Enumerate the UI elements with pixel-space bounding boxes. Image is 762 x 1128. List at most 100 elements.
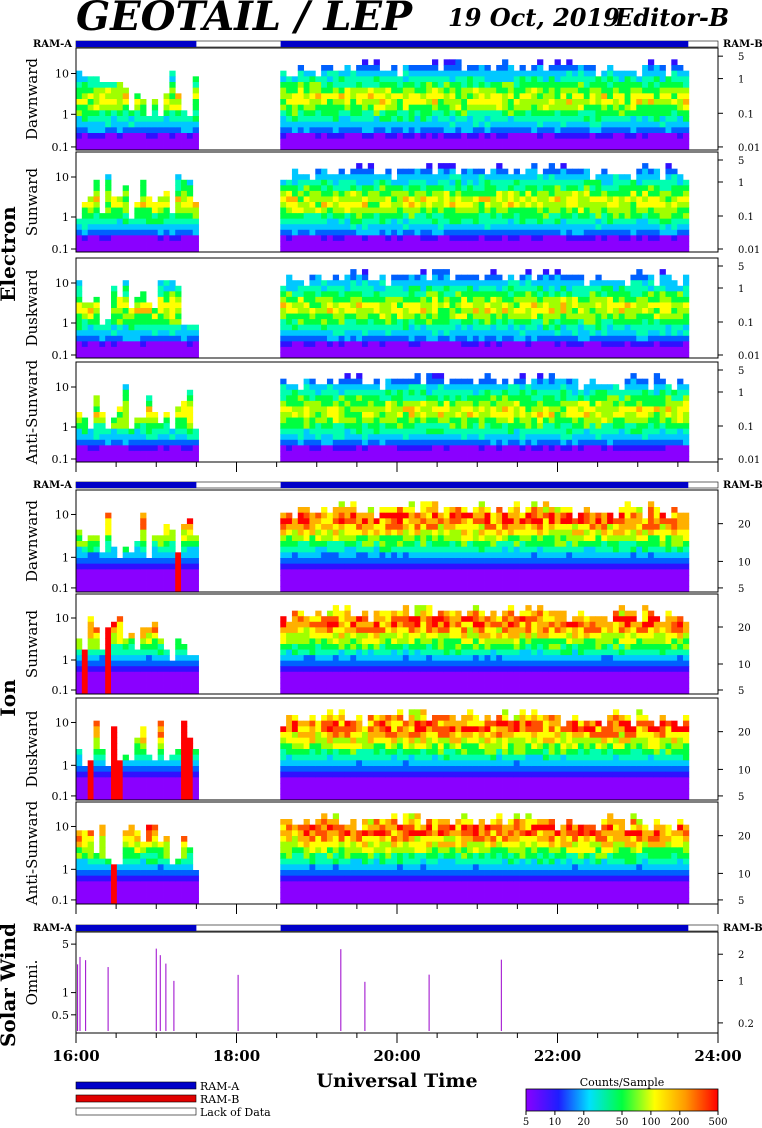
spectrogram-cell: [484, 116, 491, 123]
spectrogram-cell: [478, 428, 485, 435]
spectrogram-cell: [134, 319, 141, 326]
spectrogram-cell: [478, 93, 485, 100]
spectrogram-cell: [291, 213, 299, 220]
spectrogram-cell: [291, 110, 299, 117]
spectrogram-cell: [140, 127, 147, 134]
spectrogram-cell: [496, 76, 503, 83]
spectrogram-cell: [286, 133, 293, 140]
spectrogram-cell: [175, 144, 182, 151]
spectrogram-cell: [344, 324, 351, 331]
spectrogram-cell: [344, 389, 351, 396]
spectrogram-cell: [682, 196, 690, 203]
spectrogram-cell: [542, 384, 550, 391]
spectrogram-cell: [344, 308, 351, 314]
spectrogram-cell: [326, 346, 334, 353]
spectrogram-cell: [105, 246, 112, 253]
spectrogram-cell: [280, 144, 287, 151]
spectrogram-cell: [326, 127, 334, 134]
spectrogram-cell: [449, 423, 456, 430]
spectrogram-cell: [595, 196, 602, 203]
spectrogram-cell: [432, 319, 439, 326]
spectrogram-cell: [122, 291, 129, 298]
spectrogram-cell: [560, 163, 567, 170]
spectrogram-cell: [157, 144, 164, 151]
spectrogram-cell: [537, 308, 544, 314]
spectrogram-cell: [647, 302, 655, 309]
spectrogram-cell: [496, 335, 503, 342]
spectrogram-cell: [286, 240, 293, 247]
spectrogram-cell: [280, 179, 287, 186]
spectrogram-cell: [642, 185, 649, 192]
spectrogram-cell: [671, 240, 678, 247]
spectrogram-cell: [531, 127, 538, 134]
spectrogram-cell: [309, 450, 316, 457]
spectrogram-cell: [379, 207, 386, 214]
spectrogram-cell: [332, 274, 340, 281]
spectrogram-cell: [647, 456, 655, 463]
spectrogram-cell: [391, 450, 398, 457]
spectrogram-cell: [169, 116, 176, 123]
spectrogram-cell: [426, 65, 433, 72]
spectrogram-cell: [665, 445, 672, 452]
spectrogram-cell: [677, 104, 684, 111]
spectrogram-cell: [525, 82, 532, 89]
spectrogram-cell: [537, 202, 544, 208]
spectrogram-cell: [572, 93, 579, 100]
spectrogram-cell: [81, 218, 89, 225]
spectrogram-cell: [659, 428, 666, 435]
spectrogram-cell: [338, 110, 345, 117]
spectrogram-cell: [309, 240, 316, 247]
spectrogram-cell: [157, 240, 164, 247]
spectrogram-cell: [659, 246, 666, 253]
spectrogram-cell: [332, 196, 340, 203]
spectrogram-cell: [467, 138, 474, 145]
spectrogram-cell: [192, 352, 199, 359]
spectrogram-cell: [554, 439, 561, 446]
spectrogram-cell: [432, 213, 439, 220]
spectrogram-cell: [472, 412, 480, 418]
spectrogram-cell: [297, 76, 305, 83]
spectrogram-cell: [157, 302, 164, 309]
spectrogram-cell: [391, 116, 398, 123]
spectrogram-cell: [531, 417, 538, 424]
spectrogram-cell: [361, 335, 369, 342]
spectrogram-cell: [572, 439, 579, 446]
spectrogram-cell: [391, 202, 398, 208]
spectrogram-cell: [420, 196, 427, 203]
spectrogram-cell: [624, 218, 631, 225]
spectrogram-cell: [513, 285, 520, 292]
spectrogram-cell: [601, 229, 608, 236]
spectrogram-cell: [280, 450, 287, 457]
spectrogram-cell: [461, 319, 468, 326]
spectrogram-cell: [175, 291, 182, 298]
spectrogram-cell: [589, 104, 596, 111]
spectrogram-cell: [566, 400, 573, 407]
spectrogram-cell: [385, 395, 392, 402]
spectrogram-cell: [519, 456, 526, 463]
spectrogram-cell: [140, 116, 147, 123]
spectrogram-cell: [321, 70, 328, 77]
spectrogram-cell: [455, 207, 462, 214]
spectrogram-cell: [367, 202, 375, 208]
spectrogram-cell: [484, 179, 491, 186]
spectrogram-cell: [589, 423, 596, 430]
panel-frame: [75, 257, 719, 359]
spectrogram-cell: [291, 144, 299, 151]
spectrogram-cell: [93, 110, 100, 117]
spectrogram-cell: [122, 400, 129, 407]
spectrogram-cell: [432, 99, 439, 106]
spectrogram-cell: [519, 412, 526, 418]
spectrogram-cell: [315, 335, 322, 342]
spectrogram-cell: [286, 246, 293, 253]
spectrogram-cell: [151, 445, 159, 452]
spectrogram-cell: [542, 213, 550, 220]
spectrogram-cell: [297, 179, 305, 186]
spectrogram-cell: [653, 445, 661, 452]
spectrogram-cell: [519, 104, 526, 111]
spectrogram-cell: [642, 302, 649, 309]
spectrogram-cell: [385, 196, 392, 203]
spectrogram-cell: [618, 291, 626, 298]
spectrogram-cell: [478, 144, 485, 151]
spectrogram-cell: [432, 196, 439, 203]
spectrogram-cell: [175, 240, 182, 247]
